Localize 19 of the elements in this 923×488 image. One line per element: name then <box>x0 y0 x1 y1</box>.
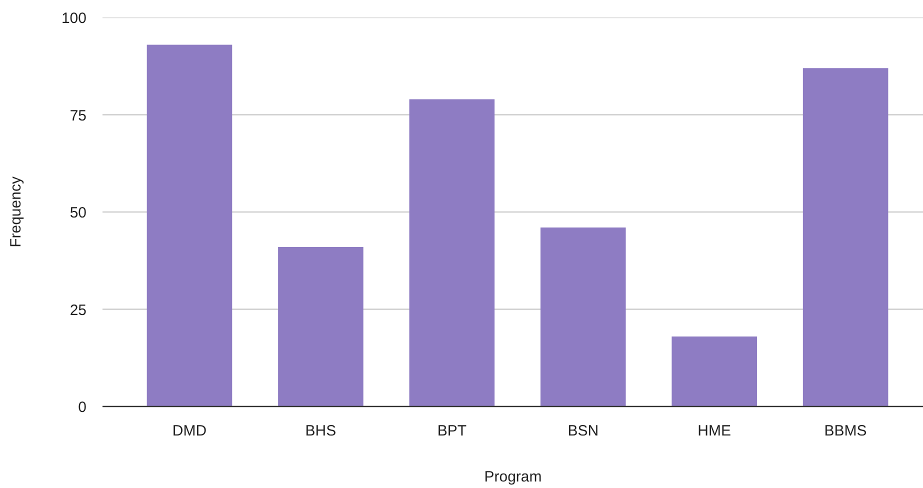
x-tick-label: BHS <box>305 422 336 440</box>
x-tick-label: DMD <box>172 422 207 440</box>
bar <box>278 247 364 406</box>
x-tick-label: BPT <box>437 422 467 440</box>
x-tick-label: HME <box>698 422 732 440</box>
x-tick-label: BSN <box>568 422 599 440</box>
y-axis-title: Frequency <box>7 176 24 248</box>
bar <box>672 336 757 406</box>
y-tick-label: 75 <box>70 107 87 124</box>
bar <box>540 228 626 406</box>
bar <box>802 68 888 406</box>
y-tick-label: 50 <box>70 204 87 222</box>
y-tick-label: 100 <box>61 10 87 27</box>
bar <box>409 99 495 406</box>
bar <box>146 44 232 406</box>
x-axis-title: Program <box>484 468 542 486</box>
y-tick-label: 25 <box>70 302 87 319</box>
y-tick-label: 0 <box>78 399 86 416</box>
x-tick-label: BBMS <box>824 422 867 440</box>
